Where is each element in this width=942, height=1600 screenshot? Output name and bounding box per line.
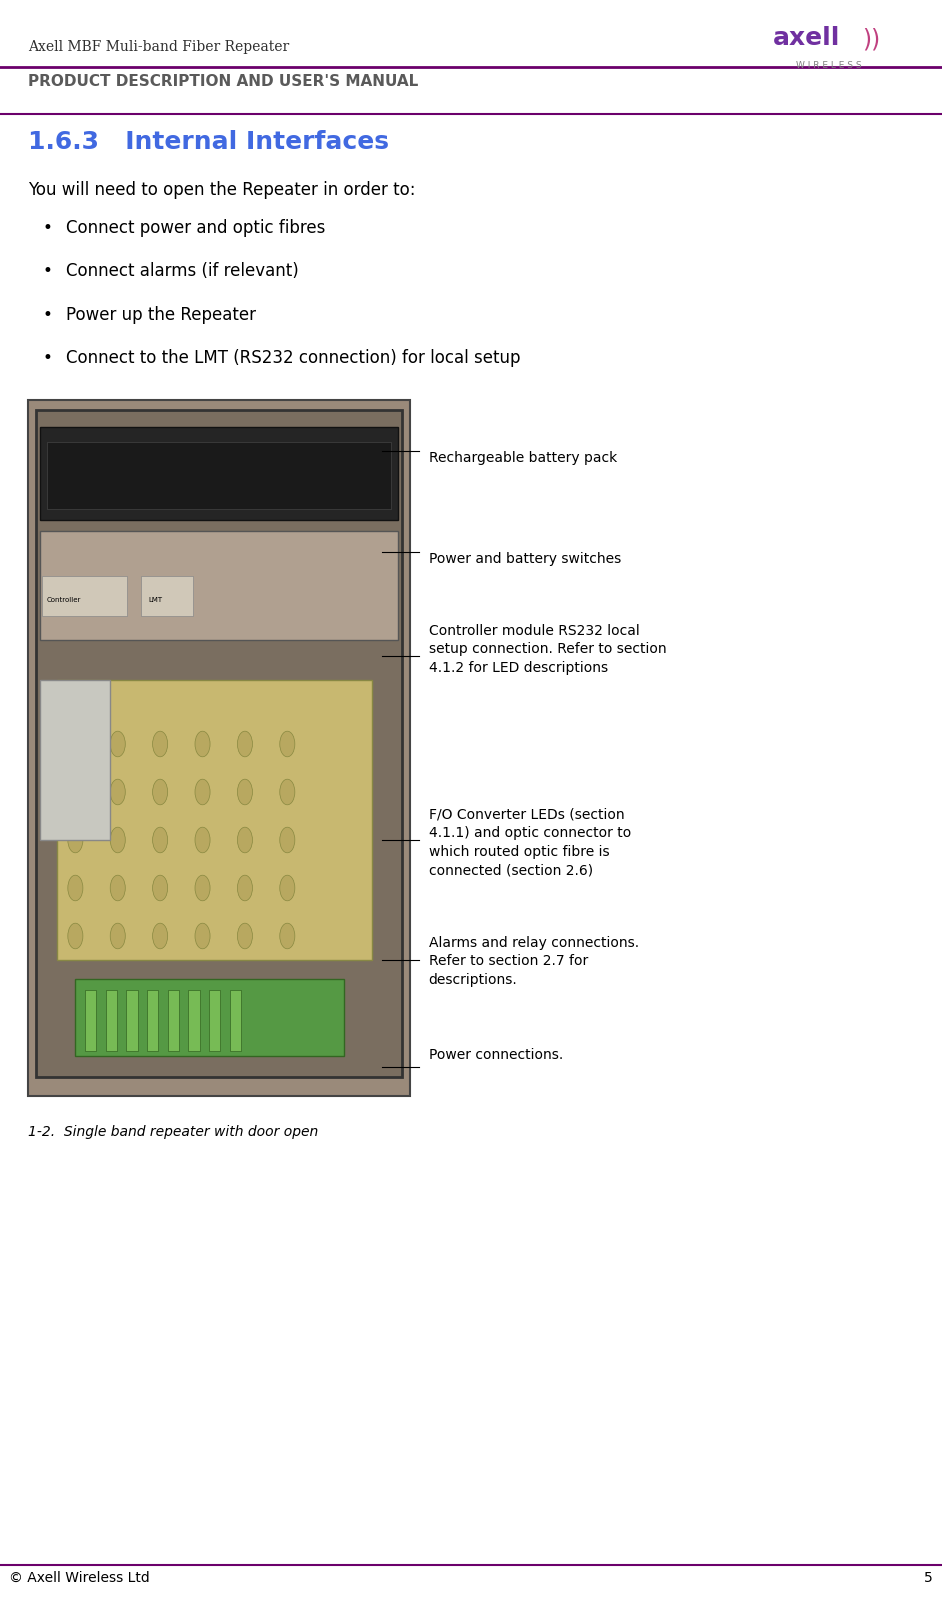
Circle shape <box>195 779 210 805</box>
Circle shape <box>195 875 210 901</box>
Bar <box>141 576 193 616</box>
Bar <box>75 979 344 1056</box>
Text: Connect power and optic fibres: Connect power and optic fibres <box>66 219 325 237</box>
Circle shape <box>237 875 252 901</box>
Circle shape <box>153 827 168 853</box>
Text: W I R E L E S S: W I R E L E S S <box>796 61 862 70</box>
Text: Power connections.: Power connections. <box>429 1048 563 1062</box>
Circle shape <box>195 731 210 757</box>
Circle shape <box>110 875 125 901</box>
Text: You will need to open the Repeater in order to:: You will need to open the Repeater in or… <box>28 181 415 198</box>
Circle shape <box>195 827 210 853</box>
Text: Controller module RS232 local
setup connection. Refer to section
4.1.2 for LED d: Controller module RS232 local setup conn… <box>429 624 666 675</box>
Text: F/O Converter LEDs (section
4.1.1) and optic connector to
which routed optic fib: F/O Converter LEDs (section 4.1.1) and o… <box>429 808 631 877</box>
Circle shape <box>237 731 252 757</box>
Circle shape <box>110 731 125 757</box>
Bar <box>126 990 138 1051</box>
Circle shape <box>68 875 83 901</box>
Circle shape <box>68 827 83 853</box>
Text: Connect to the LMT (RS232 connection) for local setup: Connect to the LMT (RS232 connection) fo… <box>66 349 520 366</box>
Circle shape <box>153 779 168 805</box>
Text: 1.6.3   Internal Interfaces: 1.6.3 Internal Interfaces <box>28 130 389 154</box>
Circle shape <box>153 875 168 901</box>
Bar <box>147 990 158 1051</box>
Circle shape <box>280 779 295 805</box>
Text: •: • <box>42 262 52 280</box>
Circle shape <box>280 827 295 853</box>
Text: Controller: Controller <box>47 597 81 603</box>
Text: 5: 5 <box>924 1571 933 1586</box>
Circle shape <box>110 923 125 949</box>
Bar <box>40 427 398 520</box>
Text: Axell MBF Muli-band Fiber Repeater: Axell MBF Muli-band Fiber Repeater <box>28 40 289 54</box>
Circle shape <box>237 779 252 805</box>
Bar <box>40 531 398 640</box>
Text: 1-2.  Single band repeater with door open: 1-2. Single band repeater with door open <box>28 1125 318 1139</box>
Bar <box>85 990 96 1051</box>
Circle shape <box>68 923 83 949</box>
Bar <box>40 680 110 840</box>
Circle shape <box>110 827 125 853</box>
Circle shape <box>110 779 125 805</box>
Bar <box>188 990 200 1051</box>
Bar <box>57 680 372 960</box>
Text: •: • <box>42 349 52 366</box>
Text: )): )) <box>862 27 880 51</box>
Circle shape <box>237 827 252 853</box>
Text: Connect alarms (if relevant): Connect alarms (if relevant) <box>66 262 299 280</box>
Circle shape <box>195 923 210 949</box>
Text: © Axell Wireless Ltd: © Axell Wireless Ltd <box>9 1571 150 1586</box>
Bar <box>47 442 391 509</box>
Text: PRODUCT DESCRIPTION AND USER'S MANUAL: PRODUCT DESCRIPTION AND USER'S MANUAL <box>28 74 418 88</box>
Text: Rechargeable battery pack: Rechargeable battery pack <box>429 451 617 466</box>
Text: axell: axell <box>772 26 840 50</box>
Text: Power and battery switches: Power and battery switches <box>429 552 621 566</box>
Circle shape <box>280 875 295 901</box>
Circle shape <box>68 779 83 805</box>
Text: •: • <box>42 306 52 323</box>
Circle shape <box>153 731 168 757</box>
Circle shape <box>68 731 83 757</box>
Text: •: • <box>42 219 52 237</box>
Text: Alarms and relay connections.
Refer to section 2.7 for
descriptions.: Alarms and relay connections. Refer to s… <box>429 936 639 987</box>
Text: Power up the Repeater: Power up the Repeater <box>66 306 256 323</box>
Bar <box>36 410 402 1077</box>
Circle shape <box>280 731 295 757</box>
Bar <box>230 990 241 1051</box>
Circle shape <box>280 923 295 949</box>
Bar <box>168 990 179 1051</box>
Circle shape <box>153 923 168 949</box>
Bar <box>42 576 127 616</box>
Bar <box>106 990 117 1051</box>
Bar <box>209 990 220 1051</box>
Circle shape <box>237 923 252 949</box>
Text: LMT: LMT <box>149 597 163 603</box>
Bar <box>28 400 410 1096</box>
